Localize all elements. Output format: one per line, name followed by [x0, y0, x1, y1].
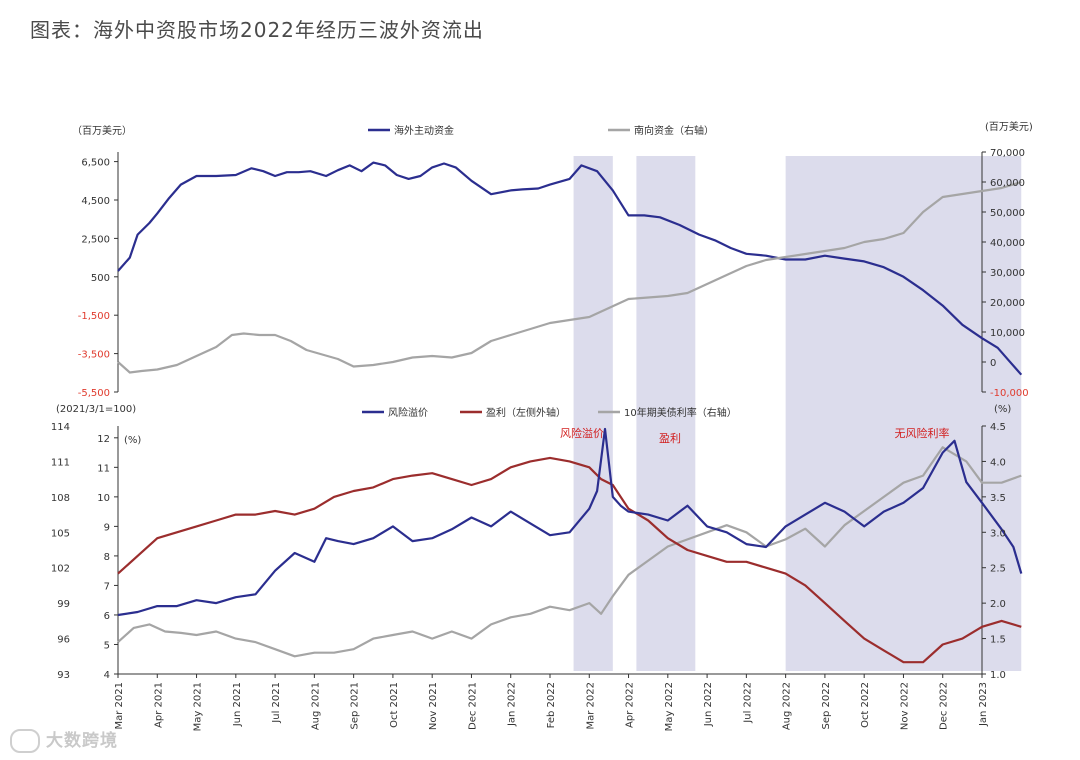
annotation-0: 风险溢价 [560, 426, 604, 440]
bottom-outer-left-tick-label: 108 [51, 493, 70, 504]
top-left-tick-label: 6,500 [81, 158, 110, 169]
top-series-line-1 [117, 180, 1022, 374]
bottom-left-unit: (2021/3/1=100) [56, 404, 136, 415]
top-right-tick-label: 50,000 [990, 208, 1025, 219]
bottom-left-unit-2: (%) [124, 435, 141, 446]
x-tick-label: Apr 2022 [625, 682, 636, 728]
bottom-inner-left-tick-label: 5 [104, 640, 110, 651]
page-title: 图表：海外中资股市场2022年经历三波外资流出 [30, 18, 484, 42]
watermark-text: 大数跨境 [46, 731, 118, 751]
x-tick-label: Jan 2022 [507, 682, 518, 727]
bottom-inner-left-tick-label: 11 [97, 463, 110, 474]
bottom-right-tick-label: 2.5 [990, 564, 1006, 575]
x-tick-label: Apr 2021 [153, 682, 164, 728]
top-right-tick-label: 70,000 [990, 148, 1025, 159]
bottom-series-line-2 [117, 446, 1022, 658]
bottom-right-tick-label: 1.5 [990, 635, 1006, 646]
x-tick-label: Jun 2021 [232, 682, 243, 727]
x-tick-label: Jun 2022 [703, 682, 714, 727]
bottom-series-line-0 [117, 427, 1023, 617]
top-left-tick-label: -3,500 [78, 350, 110, 361]
bottom-series-line-1 [117, 456, 1022, 664]
top-right-tick-label: 0 [990, 358, 996, 369]
bottom-outer-left-tick-label: 93 [57, 670, 70, 681]
bottom-legend-label-0: 风险溢价 [388, 406, 428, 419]
x-tick-label: May 2021 [193, 682, 204, 731]
annotation-1: 盈利 [659, 432, 681, 445]
top-right-tick-label: 60,000 [990, 178, 1025, 189]
top-right-unit: (百万美元) [985, 120, 1033, 133]
top-left-tick-label: 2,500 [81, 234, 110, 245]
x-tick-label: Dec 2022 [939, 682, 950, 730]
watermark: 大数跨境 [10, 726, 118, 753]
top-left-tick-label: 500 [91, 273, 110, 284]
x-tick-label: Feb 2022 [546, 682, 557, 728]
bottom-right-tick-label: 2.0 [990, 599, 1006, 610]
bottom-outer-left-tick-label: 99 [57, 599, 70, 610]
top-series-line-0 [117, 161, 1023, 376]
shaded-period-0 [573, 156, 613, 671]
top-right-tick-label: -10,000 [990, 388, 1029, 399]
top-right-tick-label: 40,000 [990, 238, 1025, 249]
x-tick-label: Jul 2022 [742, 682, 753, 724]
bottom-right-tick-label: 1.0 [990, 670, 1006, 681]
x-tick-label: Dec 2021 [467, 682, 478, 730]
bottom-outer-left-tick-label: 105 [51, 528, 70, 539]
bottom-outer-left-tick-label: 111 [51, 457, 70, 468]
top-left-unit: （百万美元） [72, 124, 132, 137]
bottom-inner-left-tick-label: 9 [104, 522, 110, 533]
x-tick-label: Jul 2021 [271, 682, 282, 724]
bottom-inner-left-tick-label: 12 [97, 434, 110, 445]
watermark-logo-icon [10, 729, 40, 753]
annotation-2: 无风险利率 [895, 426, 950, 440]
top-right-tick-label: 10,000 [990, 328, 1025, 339]
x-tick-label: Jan 2023 [978, 682, 989, 727]
top-right-tick-label: 30,000 [990, 268, 1025, 279]
bottom-inner-left-tick-label: 8 [104, 552, 110, 563]
x-tick-label: Nov 2022 [899, 682, 910, 730]
x-tick-label: Sep 2022 [821, 682, 832, 729]
bottom-right-tick-label: 3.0 [990, 528, 1006, 539]
x-tick-label: Oct 2022 [860, 682, 871, 728]
axis-labels: 6,500 4,500 2,500 500 -1,500 -3,500 -5,500 70,0… [51, 120, 1033, 731]
bottom-outer-left-tick-label: 114 [51, 422, 70, 433]
bottom-inner-left-tick-label: 4 [104, 670, 110, 681]
axes [114, 151, 986, 678]
bottom-outer-left-tick-label: 102 [51, 564, 70, 575]
bottom-outer-left-tick-label: 96 [57, 635, 70, 646]
bottom-inner-left-tick-label: 6 [104, 611, 110, 622]
bottom-right-tick-label: 4.0 [990, 457, 1006, 468]
top-legend-label-0: 海外主动资金 [394, 124, 454, 137]
x-tick-label: Nov 2021 [428, 682, 439, 730]
top-right-tick-label: 20,000 [990, 298, 1025, 309]
top-left-tick-label: 4,500 [81, 196, 110, 207]
top-legend-label-1: 南向资金（右轴） [634, 124, 714, 137]
x-tick-label: Mar 2021 [114, 682, 125, 730]
bottom-right-tick-label: 4.5 [990, 422, 1006, 433]
series-lines [117, 161, 1023, 664]
bottom-right-tick-label: 3.5 [990, 493, 1006, 504]
x-tick-label: Aug 2022 [782, 682, 793, 730]
bottom-legend-label-2: 10年期美债利率（右轴） [624, 406, 737, 419]
bottom-legend-label-1: 盈利（左侧外轴） [486, 406, 566, 419]
x-tick-label: Sep 2021 [350, 682, 361, 729]
top-left-tick-label: -1,500 [78, 311, 110, 322]
x-tick-label: Oct 2021 [389, 682, 400, 728]
bottom-inner-left-tick-label: 10 [97, 493, 110, 504]
x-tick-label: Aug 2021 [310, 682, 321, 730]
x-tick-label: May 2022 [664, 682, 675, 731]
bottom-inner-left-tick-label: 7 [104, 581, 110, 592]
top-left-tick-label: -5,500 [78, 388, 110, 399]
bottom-right-unit: (%) [994, 404, 1011, 415]
x-tick-label: Mar 2022 [585, 682, 596, 730]
shaded-period-1 [636, 156, 696, 671]
